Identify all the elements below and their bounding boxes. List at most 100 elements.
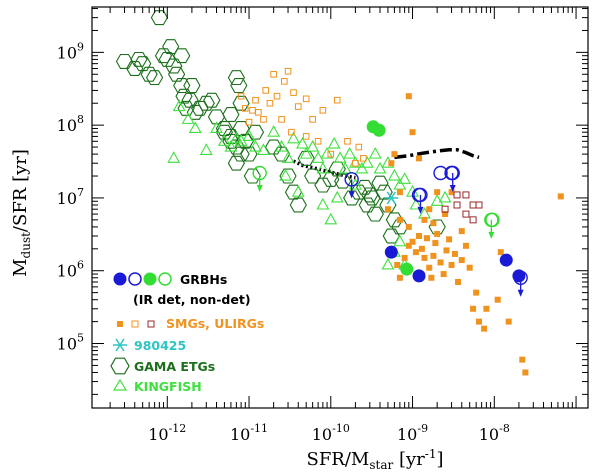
grb-blue-open-point bbox=[433, 165, 448, 181]
legend-marker-smg-open bbox=[131, 320, 139, 328]
gama-etg-point bbox=[191, 100, 209, 116]
smg-filled-point bbox=[432, 240, 439, 247]
smg-filled-point bbox=[440, 271, 447, 278]
gama-etg-point bbox=[165, 58, 183, 74]
legend-item-kingfish: KINGFISH bbox=[112, 378, 202, 394]
axis-ticks bbox=[92, 7, 588, 408]
legend-label-gama-etgs: GAMA ETGs bbox=[134, 359, 215, 374]
smg-filled-point bbox=[458, 228, 465, 235]
legend-label-980425: 980425 bbox=[134, 338, 186, 353]
smg-filled-point bbox=[446, 236, 453, 243]
legend-label-grbhs: GRBHs bbox=[180, 272, 227, 287]
smg-filled-point bbox=[462, 242, 469, 249]
smg-filled-point bbox=[443, 247, 450, 254]
gama-etg-point bbox=[177, 100, 195, 116]
kingfish-point bbox=[327, 136, 341, 149]
kingfish-point bbox=[438, 190, 452, 203]
kingfish-point bbox=[281, 151, 295, 163]
grb-green-open-point bbox=[485, 212, 500, 228]
legend-marker-smg-filled bbox=[117, 321, 123, 327]
gama-etg-point bbox=[222, 128, 240, 144]
y-axis-title: Mdust/SFR [yr] bbox=[10, 149, 33, 277]
x-axis-title: SFR/Mstar [yr-1] bbox=[306, 447, 443, 472]
smg-filled-point bbox=[421, 216, 428, 223]
kingfish-point bbox=[360, 156, 374, 168]
ulirg-open-point bbox=[453, 191, 461, 199]
legend-item-gama-etgs: GAMA ETGs bbox=[110, 357, 215, 375]
kingfish-point bbox=[229, 131, 243, 144]
gama-etg-point bbox=[175, 88, 193, 104]
smg-filled-point bbox=[388, 160, 395, 167]
legend-marker-grb-blue-open bbox=[128, 272, 142, 286]
kingfish-point bbox=[242, 129, 256, 141]
smg-filled-point bbox=[421, 254, 428, 261]
smg-filled-point bbox=[494, 296, 501, 303]
gama-etg-point bbox=[358, 197, 376, 213]
smg-filled-point bbox=[405, 223, 412, 230]
grb-blue-upper-limit-arrowhead bbox=[449, 185, 456, 193]
kingfish-point bbox=[316, 161, 330, 174]
plot-frame bbox=[91, 6, 589, 409]
gama-etg-point bbox=[232, 121, 250, 136]
smg-open-point bbox=[245, 118, 253, 126]
smg-filled-point bbox=[391, 151, 398, 158]
smg-filled-point bbox=[455, 278, 462, 285]
smg-open-point bbox=[278, 116, 285, 123]
legend-marker-grb-blue-filled bbox=[113, 272, 127, 286]
smg-filled-point bbox=[430, 252, 437, 259]
gama-etg-point bbox=[167, 66, 186, 82]
kingfish-point bbox=[217, 134, 231, 146]
smg-filled-point bbox=[396, 189, 403, 196]
smg-open-point bbox=[241, 105, 249, 112]
gama-etg-point bbox=[207, 109, 226, 125]
tick-labels: 10-12 10-11 10-10 10-9 10-8 105 106 107 108 109 bbox=[57, 40, 510, 444]
grb-green-upper-limit-arrowhead bbox=[488, 231, 495, 239]
smg-filled-point bbox=[458, 257, 465, 264]
kingfish-point bbox=[320, 146, 334, 159]
smg-filled-point bbox=[448, 189, 455, 196]
smg-open-point bbox=[288, 128, 295, 136]
kingfish-point bbox=[172, 99, 186, 112]
gama-etg-point bbox=[140, 66, 158, 82]
smg-filled-point bbox=[418, 245, 425, 252]
smg-open-point bbox=[309, 116, 316, 123]
ulirg-open-point bbox=[462, 191, 470, 199]
kingfish-point bbox=[296, 136, 309, 149]
smg-filled-point bbox=[416, 155, 423, 162]
kingfish-point bbox=[224, 139, 238, 152]
kingfish-point bbox=[355, 161, 369, 174]
gama-etg-point bbox=[366, 206, 384, 222]
y-tick-label: 107 bbox=[57, 186, 84, 208]
gama-etg-point bbox=[173, 78, 191, 94]
smg-filled-point bbox=[409, 129, 416, 136]
grb-green-filled-point bbox=[400, 262, 414, 276]
legend-label-smgs-ulirgs: SMGs, ULIRGs bbox=[166, 316, 264, 331]
smg-filled-point bbox=[466, 264, 473, 271]
grb-blue-filled-point bbox=[412, 269, 426, 283]
kingfish-point bbox=[279, 168, 293, 181]
ulirg-open-point bbox=[469, 201, 477, 209]
kingfish-point bbox=[249, 139, 262, 152]
gama-etg-point bbox=[203, 92, 221, 108]
smg-open-point bbox=[327, 150, 335, 158]
smg-filled-point bbox=[497, 249, 504, 256]
gama-etg-point bbox=[284, 184, 303, 200]
gama-etg-point bbox=[428, 219, 446, 235]
smg-filled-point bbox=[451, 250, 458, 257]
gama-etg-point bbox=[240, 146, 258, 162]
kingfish-point bbox=[333, 151, 347, 163]
grb-blue-upper-limit-arrowhead bbox=[517, 289, 524, 297]
kingfish-point bbox=[167, 151, 181, 163]
smg-open-point bbox=[262, 87, 270, 94]
kingfish-point bbox=[409, 197, 423, 210]
smg-open-point bbox=[294, 103, 302, 110]
gama-etg-point bbox=[232, 146, 250, 162]
legend-marker-grb-green-open bbox=[158, 272, 172, 286]
y-tick-label: 106 bbox=[57, 259, 84, 281]
gama-etg-point bbox=[361, 187, 379, 203]
gama-etg-point bbox=[173, 48, 191, 64]
legend-marker-grb-green-filled bbox=[143, 272, 157, 286]
grb-green-filled-point bbox=[372, 123, 386, 137]
smg-open-point bbox=[302, 133, 310, 140]
